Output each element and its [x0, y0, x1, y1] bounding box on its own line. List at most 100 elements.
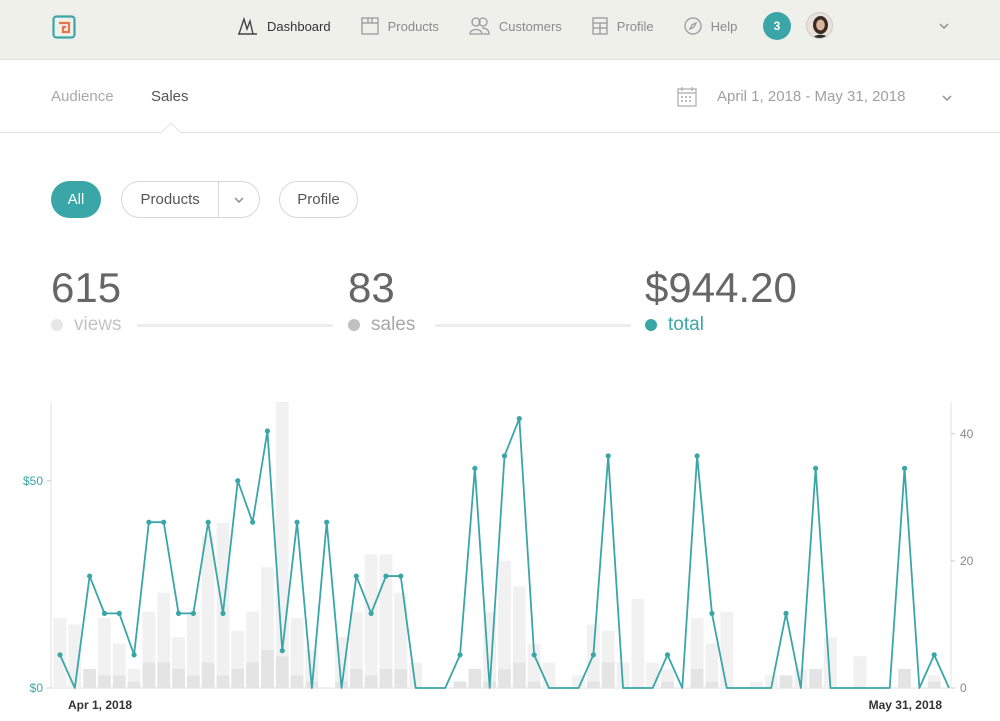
total-point[interactable] — [101, 610, 108, 616]
sales-bar[interactable] — [586, 681, 600, 688]
views-bar[interactable] — [749, 681, 763, 688]
date-range-selector[interactable]: April 1, 2018 - May 31, 2018 — [717, 88, 906, 105]
sales-bar[interactable] — [512, 662, 526, 688]
total-point[interactable] — [901, 465, 908, 471]
sales-bar[interactable] — [349, 668, 363, 688]
sales-bar[interactable] — [394, 668, 408, 688]
views-bar[interactable] — [572, 675, 585, 688]
sales-bar[interactable] — [468, 668, 482, 688]
total-point[interactable] — [813, 465, 819, 471]
total-point[interactable] — [175, 610, 182, 616]
views-bar[interactable] — [68, 624, 82, 688]
notification-badge[interactable]: 3 — [763, 12, 791, 40]
filter-products-dropdown[interactable]: Products — [121, 181, 260, 218]
nav-item-customers[interactable]: Customers — [469, 17, 562, 35]
total-point[interactable] — [590, 652, 597, 658]
views-bar[interactable] — [631, 599, 645, 688]
sales-bar[interactable] — [172, 668, 185, 688]
tab-sales[interactable]: Sales — [151, 88, 189, 105]
chevron-down-icon[interactable] — [938, 20, 950, 32]
views-bar[interactable] — [394, 592, 408, 688]
views-bar[interactable] — [853, 656, 867, 688]
views-bar[interactable] — [764, 675, 778, 688]
views-bar[interactable] — [201, 535, 215, 688]
sales-bar[interactable] — [127, 681, 141, 688]
total-point[interactable] — [694, 453, 700, 459]
total-point[interactable] — [931, 652, 937, 658]
sales-bar[interactable] — [246, 662, 260, 688]
views-legend[interactable]: views — [51, 314, 122, 336]
total-point[interactable] — [57, 652, 63, 658]
sales-bar[interactable] — [779, 675, 793, 688]
nav-item-dashboard[interactable]: Dashboard — [238, 17, 331, 35]
chevron-down-icon[interactable] — [941, 92, 953, 104]
sales-bar[interactable] — [809, 668, 823, 688]
nav-item-help[interactable]: Help — [683, 17, 737, 35]
total-point[interactable] — [161, 519, 167, 525]
total-point[interactable] — [353, 573, 359, 579]
total-point[interactable] — [264, 428, 271, 434]
sales-bar[interactable] — [112, 675, 126, 688]
total-point[interactable] — [457, 652, 463, 658]
sales-bar[interactable] — [364, 675, 378, 688]
sales-bar[interactable] — [601, 662, 615, 688]
views-bar[interactable] — [98, 618, 111, 688]
total-point[interactable] — [783, 610, 789, 616]
sales-bar[interactable] — [83, 668, 97, 688]
nav-item-profile[interactable]: Profile — [592, 17, 654, 35]
sales-bar[interactable] — [157, 662, 171, 688]
total-point[interactable] — [709, 610, 715, 616]
views-bar[interactable] — [379, 554, 393, 688]
total-point[interactable] — [472, 465, 478, 471]
sales-bar[interactable] — [927, 681, 941, 688]
sales-bar[interactable] — [690, 668, 704, 688]
sales-bar[interactable] — [527, 681, 541, 688]
total-point[interactable] — [368, 610, 374, 616]
total-point[interactable] — [131, 652, 137, 658]
sales-bar[interactable] — [275, 656, 289, 688]
total-point[interactable] — [146, 519, 152, 525]
total-point[interactable] — [250, 519, 256, 525]
total-point[interactable] — [87, 573, 93, 579]
total-point[interactable] — [220, 610, 226, 616]
filter-profile-button[interactable]: Profile — [279, 181, 358, 218]
views-bar[interactable] — [364, 554, 378, 688]
sales-bar[interactable] — [186, 675, 200, 688]
total-point[interactable] — [324, 519, 330, 525]
sales-bar[interactable] — [201, 662, 215, 688]
sales-legend[interactable]: sales — [348, 314, 415, 336]
app-logo-icon[interactable] — [52, 15, 76, 39]
sales-bar[interactable] — [661, 681, 674, 688]
sales-bar[interactable] — [290, 675, 304, 688]
nav-item-products[interactable]: Products — [360, 17, 439, 35]
views-bar[interactable] — [705, 643, 719, 688]
views-bar[interactable] — [186, 611, 200, 688]
total-point[interactable] — [279, 648, 285, 654]
views-bar[interactable] — [542, 662, 556, 688]
total-legend[interactable]: total — [645, 314, 704, 336]
total-point[interactable] — [383, 573, 389, 579]
views-bar[interactable] — [527, 643, 541, 688]
views-bar[interactable] — [512, 586, 526, 688]
total-point[interactable] — [664, 652, 671, 658]
filter-all-button[interactable]: All — [51, 181, 101, 218]
sales-bar[interactable] — [498, 668, 511, 688]
total-point[interactable] — [190, 610, 196, 616]
sales-bar[interactable] — [98, 675, 111, 688]
total-point[interactable] — [294, 519, 300, 525]
views-bar[interactable] — [720, 611, 734, 688]
views-bar[interactable] — [646, 662, 660, 688]
sales-bar[interactable] — [705, 681, 719, 688]
tab-audience[interactable]: Audience — [51, 88, 114, 105]
total-point[interactable] — [205, 519, 211, 525]
sales-bar[interactable] — [453, 681, 467, 688]
sales-bar[interactable] — [216, 675, 230, 688]
sales-bar[interactable] — [898, 668, 911, 688]
total-point[interactable] — [398, 573, 404, 579]
views-bar[interactable] — [290, 618, 304, 688]
total-point[interactable] — [531, 652, 537, 658]
views-bar[interactable] — [498, 560, 511, 688]
total-point[interactable] — [516, 415, 522, 422]
total-point[interactable] — [501, 453, 508, 459]
sales-bar[interactable] — [142, 662, 156, 688]
